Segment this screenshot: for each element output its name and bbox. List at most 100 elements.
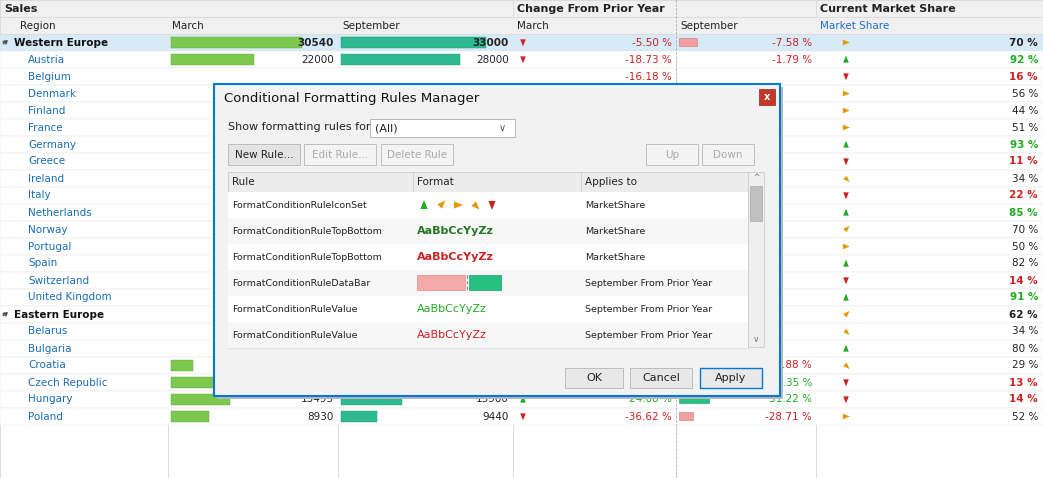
Text: -13.88 %: -13.88 %: [766, 360, 812, 370]
Bar: [0, 0, 1043, 17]
Text: Region: Region: [20, 21, 55, 31]
Text: FormatConditionRuleIconSet: FormatConditionRuleIconSet: [232, 200, 367, 209]
Text: 3890: 3890: [483, 360, 509, 370]
Bar: [0, 102, 1043, 119]
Text: March: March: [172, 21, 203, 31]
Text: MarketShare: MarketShare: [585, 252, 646, 261]
Polygon shape: [520, 379, 526, 386]
Bar: [513, 0, 816, 17]
Text: 13495: 13495: [300, 394, 334, 404]
Bar: [171, 360, 193, 371]
Text: AaBbCcYyZz: AaBbCcYyZz: [417, 252, 494, 262]
Text: 92 %: 92 %: [1010, 54, 1038, 65]
Text: -10.22 %: -10.22 %: [626, 106, 672, 116]
Text: 19500: 19500: [301, 378, 334, 388]
Text: AaBbCcYyZz: AaBbCcYyZz: [417, 304, 487, 314]
Text: 8930: 8930: [308, 412, 334, 422]
Bar: [679, 412, 693, 420]
Text: FormatConditionRuleTopBottom: FormatConditionRuleTopBottom: [232, 227, 382, 236]
Bar: [217, 87, 783, 399]
Polygon shape: [843, 158, 849, 165]
Bar: [679, 242, 689, 250]
Text: 7.02 %: 7.02 %: [636, 326, 672, 337]
Text: 50 %: 50 %: [1012, 241, 1038, 251]
Bar: [630, 368, 692, 388]
Polygon shape: [4, 312, 8, 317]
Bar: [341, 37, 486, 48]
Polygon shape: [843, 396, 849, 403]
Polygon shape: [843, 311, 849, 317]
Polygon shape: [4, 40, 8, 45]
Polygon shape: [843, 226, 849, 232]
Polygon shape: [843, 141, 849, 148]
Bar: [341, 411, 378, 422]
Text: Current Market Share: Current Market Share: [820, 3, 955, 13]
Text: x: x: [763, 92, 770, 102]
Bar: [679, 89, 695, 97]
Polygon shape: [843, 413, 850, 419]
Bar: [469, 275, 501, 290]
Bar: [228, 192, 748, 218]
Text: September From Prior Year: September From Prior Year: [585, 330, 712, 339]
Text: 28000: 28000: [477, 54, 509, 65]
Polygon shape: [843, 209, 849, 216]
Text: -16.18 %: -16.18 %: [625, 72, 672, 82]
Bar: [0, 187, 1043, 204]
Text: 13900: 13900: [476, 394, 509, 404]
Bar: [0, 221, 1043, 238]
Bar: [228, 144, 300, 165]
Text: Finland: Finland: [28, 106, 66, 116]
Text: Sales: Sales: [4, 3, 38, 13]
Polygon shape: [520, 396, 526, 402]
Polygon shape: [471, 201, 480, 209]
Bar: [228, 218, 748, 244]
Bar: [679, 276, 695, 284]
Bar: [341, 360, 358, 371]
Bar: [171, 377, 258, 388]
Text: 9440: 9440: [483, 412, 509, 422]
Text: -5.50 %: -5.50 %: [632, 37, 672, 47]
Text: FormatConditionRuleValue: FormatConditionRuleValue: [232, 304, 358, 314]
Text: 17.47 %: 17.47 %: [629, 191, 672, 200]
Text: Belgium: Belgium: [28, 72, 71, 82]
Bar: [304, 144, 375, 165]
Polygon shape: [3, 313, 7, 316]
Text: -21.00 %: -21.00 %: [626, 293, 672, 303]
Text: Cancel: Cancel: [642, 373, 680, 383]
Bar: [0, 255, 1043, 272]
Text: Ireland: Ireland: [28, 174, 64, 184]
Text: Denmark: Denmark: [28, 88, 76, 98]
Text: Applies to: Applies to: [585, 177, 637, 187]
Text: 24.08 %: 24.08 %: [629, 394, 672, 404]
Bar: [417, 275, 465, 290]
Text: Down: Down: [713, 150, 743, 160]
Bar: [0, 170, 1043, 187]
Bar: [0, 306, 1043, 323]
Text: Market Share: Market Share: [820, 21, 890, 31]
Bar: [679, 157, 695, 165]
Text: Format: Format: [417, 177, 454, 187]
Bar: [0, 204, 1043, 221]
Bar: [0, 0, 513, 17]
Text: Belarus: Belarus: [28, 326, 68, 337]
Polygon shape: [3, 41, 7, 44]
Text: Poland: Poland: [28, 412, 63, 422]
Text: -18.75 %: -18.75 %: [625, 174, 672, 184]
Polygon shape: [520, 56, 526, 64]
Bar: [0, 272, 1043, 289]
Bar: [0, 323, 1043, 340]
Text: Austria: Austria: [28, 54, 65, 65]
Bar: [679, 191, 695, 199]
Text: 7.66 %: 7.66 %: [635, 309, 672, 319]
Bar: [214, 84, 780, 396]
Text: 14 %: 14 %: [1010, 394, 1038, 404]
Bar: [381, 144, 453, 165]
Bar: [750, 186, 762, 221]
Text: Netherlands: Netherlands: [28, 207, 92, 217]
Bar: [816, 0, 1043, 17]
Text: -28.71 %: -28.71 %: [766, 412, 812, 422]
Text: AaBbCcYyZz: AaBbCcYyZz: [417, 226, 494, 236]
Text: (All): (All): [375, 123, 397, 133]
Text: 14 %: 14 %: [1010, 275, 1038, 285]
Text: 91 %: 91 %: [1010, 293, 1038, 303]
